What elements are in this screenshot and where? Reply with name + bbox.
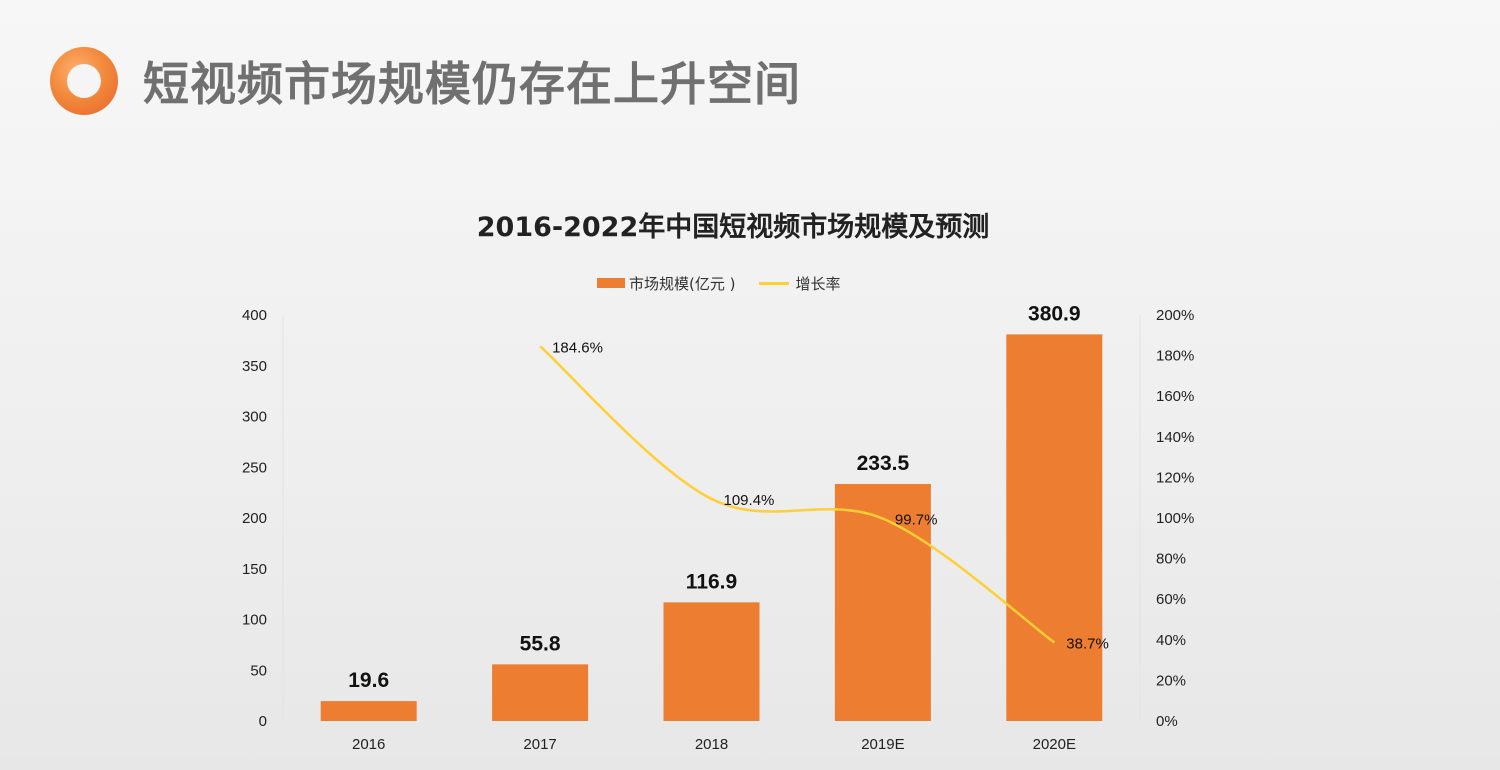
bar-value-label: 380.9 [1028,302,1081,325]
y-left-tick-label: 150 [242,561,267,578]
x-tick-label: 2016 [352,736,385,753]
y-right-tick-label: 160% [1156,388,1194,405]
growth-rate-label: 184.6% [552,339,603,356]
y-right-tick-label: 60% [1156,591,1186,608]
legend-bar-swatch [597,278,625,288]
y-left-tick-label: 400 [242,307,267,324]
bar [834,483,931,721]
bar [1006,334,1103,721]
growth-rate-line [539,345,1056,644]
y-left-tick-label: 0 [259,713,267,730]
y-left-tick-label: 350 [242,358,267,375]
x-tick-label: 2020E [1033,736,1076,753]
y-left-tick-label: 200 [242,510,267,527]
x-tick-label: 2018 [695,736,728,753]
x-tick-label: 2019E [861,736,904,753]
y-right-tick-label: 20% [1156,672,1186,689]
growth-rate-label: 99.7% [895,512,938,529]
bar [320,701,417,721]
y-right-tick-label: 0% [1156,713,1178,730]
bar [663,602,760,721]
y-right-tick-label: 100% [1156,510,1194,527]
y-right-tick-label: 120% [1156,469,1194,486]
y-right-tick-label: 200% [1156,307,1194,324]
y-left-tick-label: 300 [242,409,267,426]
page-title: 短视频市场规模仍存在上升空间 [143,57,801,111]
y-left-tick-label: 50 [250,662,267,679]
y-left-tick-label: 100 [242,612,267,629]
chart-title: 2016-2022年中国短视频市场规模及预测 [476,212,990,243]
x-tick-label: 2017 [523,736,556,753]
bar-value-label: 55.8 [520,632,561,655]
y-right-tick-label: 40% [1156,632,1186,649]
y-left-tick-label: 250 [242,459,267,476]
bar [492,664,589,721]
y-right-tick-label: 180% [1156,348,1194,365]
growth-rate-label: 109.4% [724,492,775,509]
bar-value-label: 233.5 [857,452,910,475]
bar-value-label: 116.9 [686,570,737,593]
growth-rate-label: 38.7% [1066,635,1109,652]
bar-value-label: 19.6 [348,669,389,692]
legend-line-label: 增长率 [795,274,841,293]
legend-line-swatch [759,281,790,285]
legend-bar-label: 市场规模(亿元 ) [629,274,736,293]
y-right-tick-label: 80% [1156,551,1186,568]
chart-legend: 市场规模(亿元 ) 增长率 [597,272,841,294]
y-right-tick-label: 140% [1156,429,1194,446]
logo-ring-icon [50,47,118,115]
